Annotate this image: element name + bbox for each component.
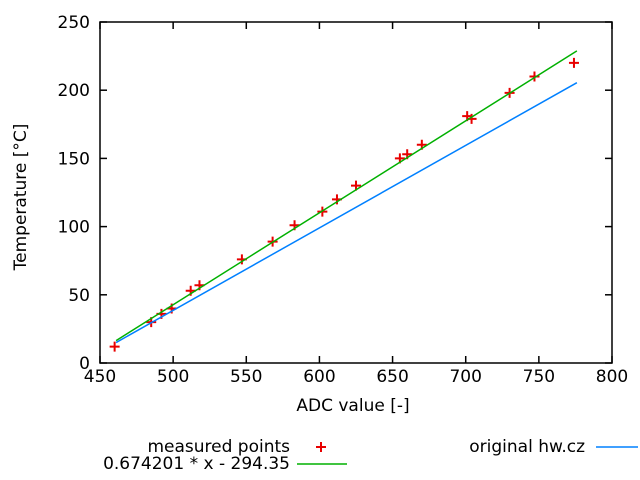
measured-point-marker — [529, 71, 540, 82]
y-tick-label: 250 — [58, 13, 90, 33]
fit-line — [115, 50, 578, 342]
y-tick-label: 200 — [58, 81, 90, 101]
x-tick-label: 650 — [376, 367, 408, 387]
x-tick-label: 800 — [596, 367, 628, 387]
y-tick-label: 150 — [58, 149, 90, 169]
y-tick-label: 50 — [68, 286, 90, 306]
x-tick-label: 600 — [303, 367, 335, 387]
legend-label-fit-formula: 0.674201 * x - 294.35 — [103, 454, 290, 474]
y-tick-label: 100 — [58, 218, 90, 238]
x-tick-label: 700 — [449, 367, 481, 387]
measured-point-marker — [568, 57, 579, 68]
x-tick-label: 450 — [84, 367, 116, 387]
x-tick-label: 500 — [157, 367, 189, 387]
y-tick-label: 0 — [79, 354, 90, 374]
legend-label-original-hwcz: original hw.cz — [469, 437, 585, 457]
x-tick-label: 750 — [523, 367, 555, 387]
plot-border — [99, 21, 613, 364]
x-axis-title: ADC value [-] — [296, 396, 410, 416]
legend-measured-marker — [316, 442, 326, 452]
legend-label-measured-points: measured points — [147, 437, 290, 457]
original-line — [115, 82, 578, 344]
measured-point-marker — [109, 341, 120, 352]
x-tick-label: 550 — [230, 367, 262, 387]
y-axis-title: Temperature [°C] — [11, 123, 31, 271]
